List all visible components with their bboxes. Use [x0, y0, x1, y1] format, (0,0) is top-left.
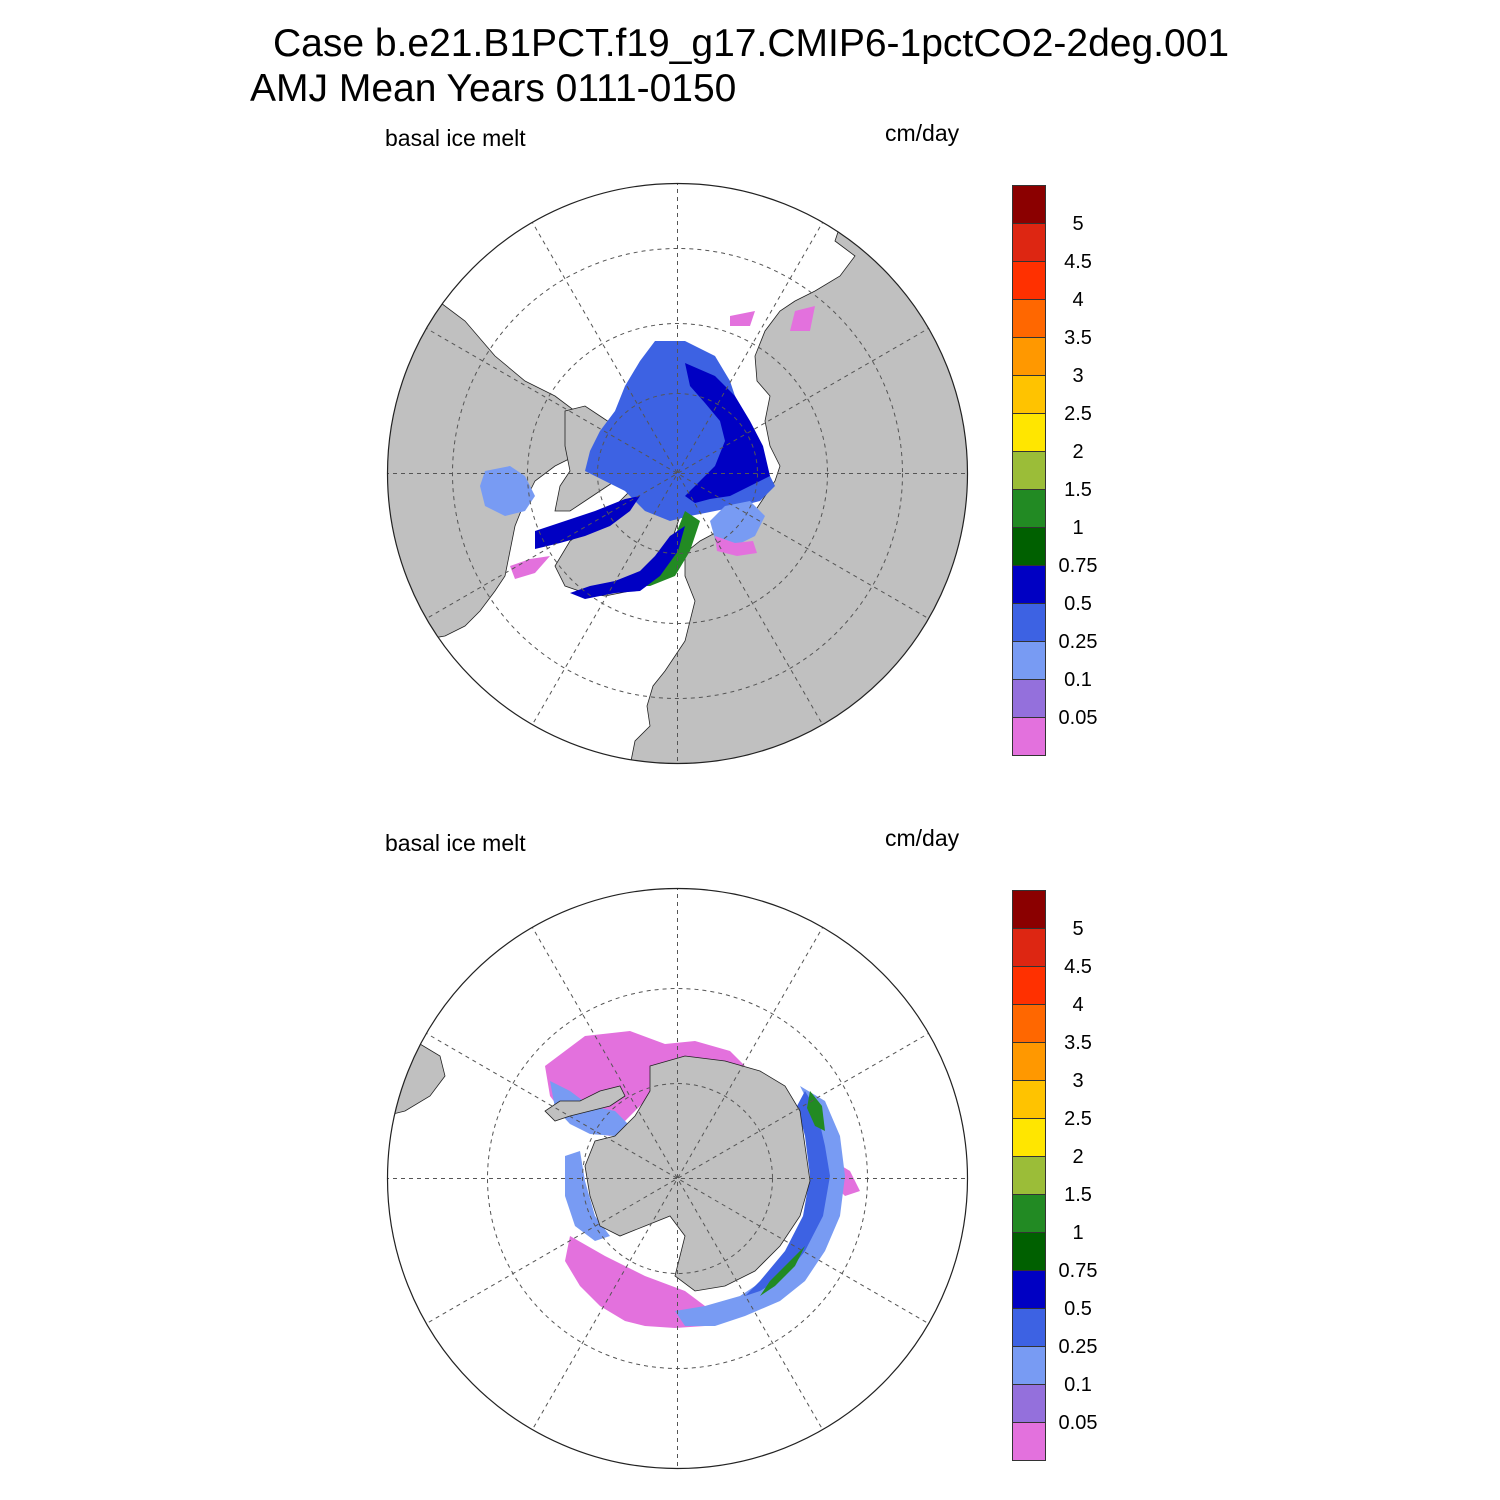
- colorbar-tick-label: 1: [1072, 1222, 1084, 1244]
- colorbar-tick-label: 0.75: [1058, 1260, 1098, 1282]
- colorbar-tick-label: 2.5: [1064, 403, 1092, 425]
- colorbar-segment: [1012, 337, 1046, 376]
- graticule: [387, 888, 968, 1469]
- north-units-label: cm/day: [885, 120, 960, 146]
- colorbar-tick-label: 5: [1072, 918, 1084, 940]
- colorbar-tick-label: 0.75: [1058, 555, 1098, 577]
- arctic-polar-map: [386, 182, 969, 765]
- colorbar-segment: [1012, 1004, 1046, 1043]
- south-variable-label: basal ice melt: [385, 830, 526, 856]
- melt-region-05-baffin: [535, 496, 640, 549]
- figure-title-line1: Case b.e21.B1PCT.f19_g17.CMIP6-1pctCO2-2…: [273, 22, 1230, 65]
- colorbar-tick-label: 3: [1072, 365, 1084, 387]
- colorbar-tick-label: 0.05: [1058, 1412, 1098, 1434]
- colorbar-segment: [1012, 413, 1046, 452]
- colorbar-segment: [1012, 1422, 1046, 1461]
- melt-region-low-hudson: [510, 556, 550, 579]
- colorbar-segment: [1012, 641, 1046, 680]
- colorbar-tick-label: 3.5: [1064, 327, 1092, 349]
- melt-region-east-ring: [675, 1086, 845, 1326]
- melt-region-east-ring-blue: [745, 1091, 830, 1296]
- colorbar-segment: [1012, 1156, 1046, 1195]
- colorbar-segment: [1012, 261, 1046, 300]
- antarctic-polar-map: [386, 887, 969, 1470]
- north-colorbar: [1012, 185, 1046, 756]
- colorbar-tick-label: 1: [1072, 517, 1084, 539]
- colorbar-segment: [1012, 717, 1046, 756]
- colorbar-tick-label: 0.05: [1058, 707, 1098, 729]
- colorbar-tick-label: 3: [1072, 1070, 1084, 1092]
- colorbar-segment: [1012, 966, 1046, 1005]
- figure-title-line2: AMJ Mean Years 0111-0150: [250, 67, 737, 110]
- south-units-label: cm/day: [885, 825, 960, 851]
- colorbar-tick-label: 0.25: [1058, 631, 1098, 653]
- melt-region-05: [685, 363, 770, 503]
- melt-region-barents: [710, 501, 765, 546]
- colorbar-segment: [1012, 603, 1046, 642]
- melt-region-low-ross: [565, 1236, 725, 1328]
- colorbar-segment: [1012, 679, 1046, 718]
- colorbar-segment: [1012, 375, 1046, 414]
- colorbar-segment: [1012, 1308, 1046, 1347]
- colorbar-tick-label: 0.1: [1064, 669, 1092, 691]
- melt-region-hudson: [480, 466, 535, 516]
- colorbar-segment: [1012, 1118, 1046, 1157]
- melt-region-low-barents: [715, 536, 757, 556]
- colorbar-segment: [1012, 1080, 1046, 1119]
- colorbar-tick-label: 4.5: [1064, 956, 1092, 978]
- colorbar-tick-label: 4.5: [1064, 251, 1092, 273]
- map-border: [386, 182, 969, 765]
- melt-region-high-southeast: [760, 1246, 805, 1296]
- melt-region-low-chukchi: [730, 311, 755, 326]
- colorbar-segment: [1012, 1194, 1046, 1233]
- colorbar-tick-label: 0.5: [1064, 1298, 1092, 1320]
- north-variable-label: basal ice melt: [385, 125, 526, 151]
- colorbar-segment: [1012, 1346, 1046, 1385]
- graticule: [387, 183, 968, 764]
- colorbar-segment: [1012, 527, 1046, 566]
- colorbar-segment: [1012, 565, 1046, 604]
- colorbar-tick-label: 5: [1072, 213, 1084, 235]
- colorbar-tick-label: 0.5: [1064, 593, 1092, 615]
- melt-region-low-bering: [790, 306, 815, 331]
- colorbar-segment: [1012, 451, 1046, 490]
- colorbar-segment: [1012, 299, 1046, 338]
- north-america-landmass: [387, 280, 601, 652]
- south-colorbar: [1012, 890, 1046, 1461]
- colorbar-tick-label: 1.5: [1064, 479, 1092, 501]
- colorbar-segment: [1012, 1232, 1046, 1271]
- colorbar-tick-label: 0.1: [1064, 1374, 1092, 1396]
- colorbar-segment: [1012, 223, 1046, 262]
- map-border: [386, 887, 969, 1470]
- colorbar-tick-label: 2: [1072, 441, 1084, 463]
- colorbar-segment: [1012, 489, 1046, 528]
- colorbar-segment: [1012, 928, 1046, 967]
- colorbar-tick-label: 1.5: [1064, 1184, 1092, 1206]
- antarctic-peninsula: [544, 1085, 626, 1122]
- colorbar-tick-label: 3.5: [1064, 1032, 1092, 1054]
- colorbar-tick-label: 2.5: [1064, 1108, 1092, 1130]
- colorbar-tick-label: 4: [1072, 994, 1084, 1016]
- colorbar-tick-label: 2: [1072, 1146, 1084, 1168]
- colorbar-segment: [1012, 1384, 1046, 1423]
- melt-region-east-greenland: [570, 526, 685, 599]
- colorbar-segment: [1012, 890, 1046, 929]
- colorbar-segment: [1012, 1042, 1046, 1081]
- colorbar-tick-label: 4: [1072, 289, 1084, 311]
- colorbar-segment: [1012, 185, 1046, 224]
- antarctica-landmass: [584, 1055, 811, 1292]
- colorbar-segment: [1012, 1270, 1046, 1309]
- melt-region-west-ring: [565, 1151, 610, 1241]
- colorbar-tick-label: 0.25: [1058, 1336, 1098, 1358]
